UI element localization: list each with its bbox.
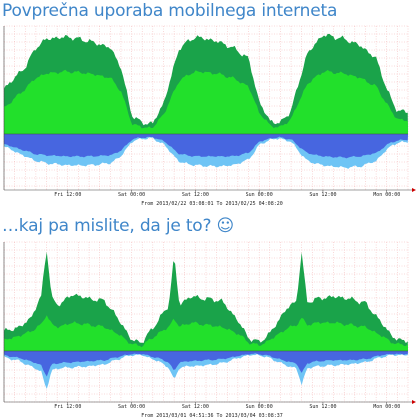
area-down-inner — [4, 351, 408, 377]
x-tick-label: Mon 00:00 — [373, 192, 400, 198]
x-tick-label: Sun 00:00 — [246, 192, 273, 198]
series-up — [4, 33, 408, 134]
date-range-caption: From 2013/03/01 04:51:36 To 2013/03/04 0… — [141, 413, 282, 419]
area-down-inner — [4, 134, 408, 159]
area-up-inner — [4, 315, 408, 351]
area-up-inner — [4, 69, 408, 134]
x-tick-label: Mon 00:00 — [373, 404, 400, 410]
slide-title-bottom: …kaj pa mislite, da je to? ☺ — [2, 216, 235, 236]
x-axis-arrow — [412, 188, 416, 192]
x-tick-label: Fri 12:00 — [54, 192, 81, 198]
date-range-caption: From 2013/02/22 03:08:01 To 2013/02/25 0… — [141, 201, 282, 207]
series-down — [4, 134, 408, 169]
x-tick-label: Sat 12:00 — [182, 404, 209, 410]
x-tick-label: Sat 00:00 — [118, 404, 145, 410]
x-axis-arrow — [412, 400, 416, 404]
x-tick-label: Sat 00:00 — [118, 192, 145, 198]
x-tick-label: Sun 00:00 — [246, 404, 273, 410]
x-tick-label: Sun 12:00 — [309, 404, 336, 410]
series-down — [4, 351, 408, 389]
traffic-graph-week-2: Fri 12:00 Sat 00:00 Sat 12:00 Sun 00:00 Sun … — [3, 241, 416, 419]
slide-title-top: Povprečna uporaba mobilnega interneta — [2, 1, 338, 21]
traffic-graph-week-1: Fri 12:00 Sat 00:00 Sat 12:00 Sun 00:00 Sun … — [3, 25, 416, 207]
x-tick-label: Fri 12:00 — [54, 404, 81, 410]
series-up — [4, 251, 408, 351]
x-tick-label: Sun 12:00 — [309, 192, 336, 198]
x-tick-label: Sat 12:00 — [182, 192, 209, 198]
